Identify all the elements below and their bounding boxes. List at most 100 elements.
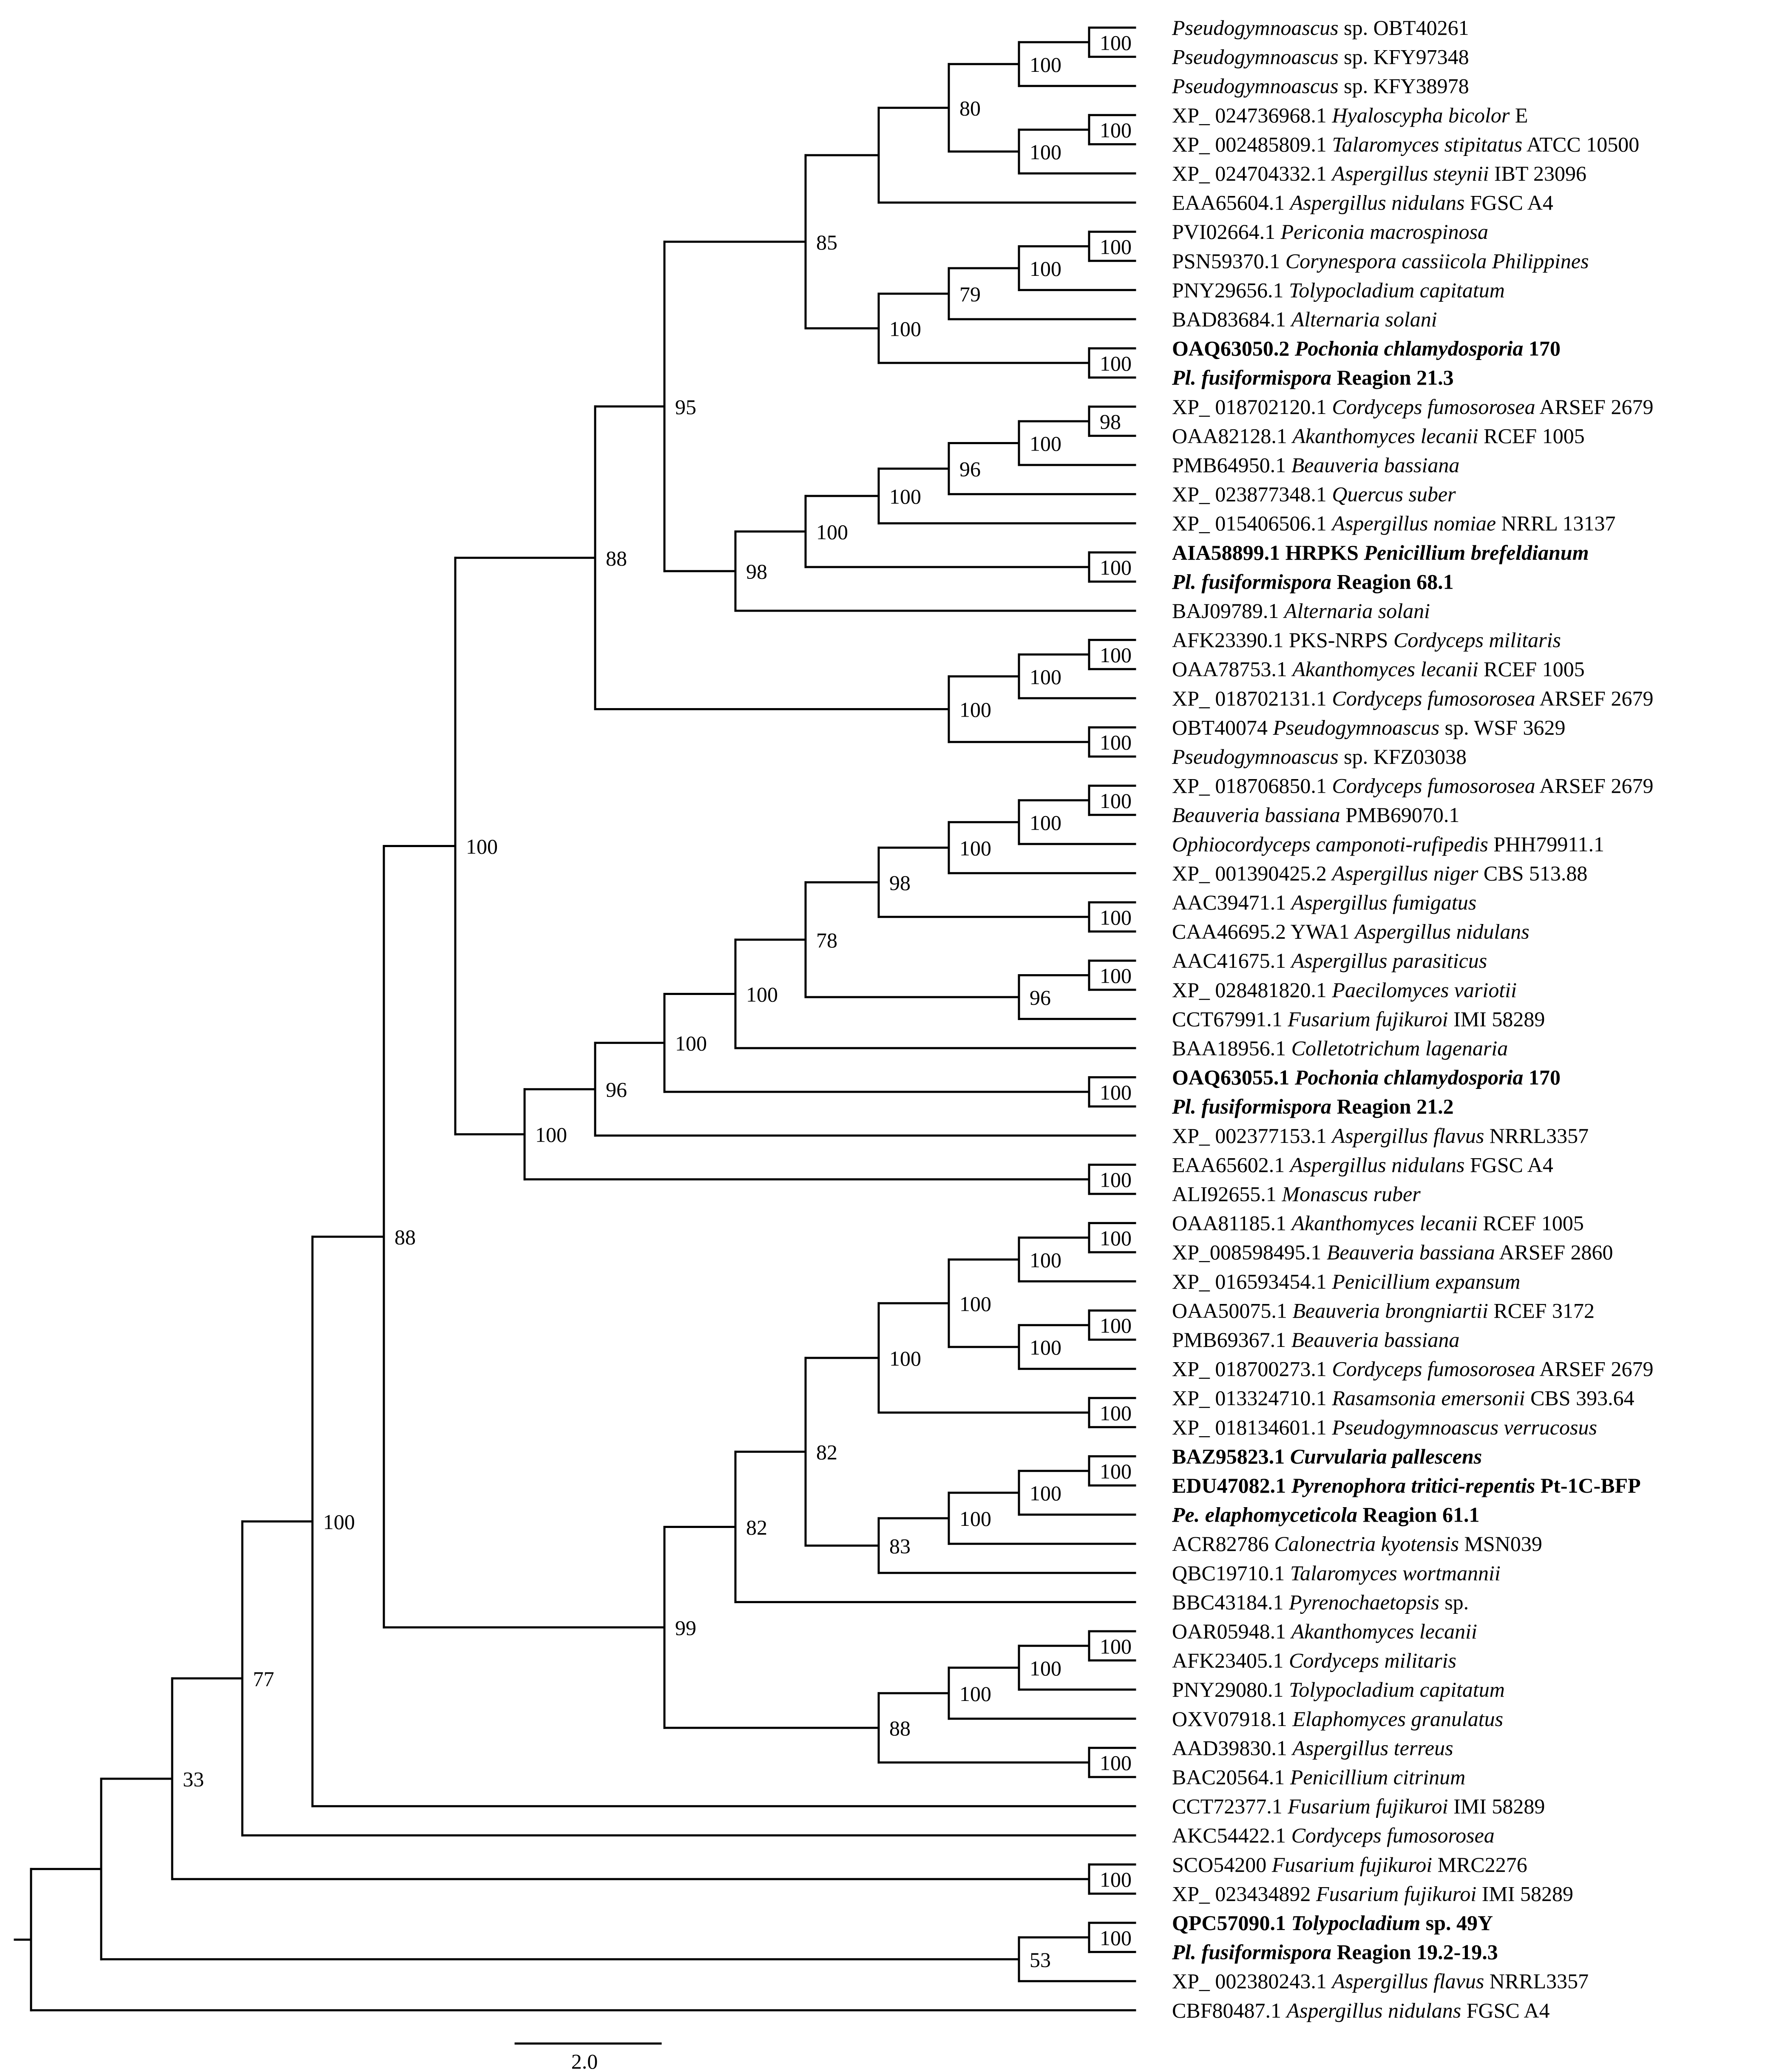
- support-value-n49: 100: [1030, 1481, 1061, 1505]
- taxon-label-part: E: [1510, 103, 1528, 127]
- taxon-label-part: Pl. fusiformispora: [1172, 1940, 1331, 1964]
- taxon-label-t53: ACR82786 Calonectria kyotensis MSN039: [1172, 1532, 1542, 1556]
- taxon-label-part: OAQ63055.1: [1172, 1066, 1295, 1089]
- taxon-label-part: OAA81185.1: [1172, 1211, 1291, 1235]
- taxon-label-part: PNY29656.1: [1172, 278, 1289, 302]
- taxon-label-part: Pseudogymnoascus: [1172, 16, 1339, 40]
- taxon-label-t8: PVI02664.1 Periconia macrospinosa: [1172, 220, 1488, 244]
- taxon-label-part: XP_ 002377153.1: [1172, 1124, 1332, 1148]
- taxon-label-part: Pseudogymnoascus: [1273, 715, 1440, 739]
- taxon-label-part: Aspergillus nidulans: [1354, 920, 1529, 944]
- taxon-label-part: XP_008598495.1: [1172, 1240, 1327, 1264]
- taxon-label-part: Pyrenophora tritici-repentis: [1291, 1474, 1535, 1497]
- support-value-n46: 100: [1100, 1401, 1132, 1425]
- taxon-label-t66: QPC57090.1 Tolypocladium sp. 49Y: [1172, 1911, 1493, 1935]
- support-value-n51: 83: [889, 1534, 911, 1558]
- support-value-n58: 88: [889, 1716, 911, 1740]
- support-value-n9: 79: [959, 282, 981, 306]
- support-value-n42: 100: [1030, 1248, 1061, 1272]
- taxon-label-part: RCEF 1005: [1478, 657, 1585, 681]
- taxon-label-part: CBS 393.64: [1525, 1386, 1634, 1410]
- taxon-label-t25: OBT40074 Pseudogymnoascus sp. WSF 3629: [1172, 715, 1565, 739]
- taxon-label-t34: XP_ 028481820.1 Paecilomyces variotii: [1172, 978, 1517, 1002]
- taxon-label-part: Reagion 21.2: [1331, 1094, 1454, 1118]
- taxon-label-t19: AIA58899.1 HRPKS Penicillium brefeldianu…: [1172, 541, 1589, 564]
- taxon-label-t26: Pseudogymnoascus sp. KFZ03038: [1172, 745, 1467, 768]
- support-value-n7: 100: [1100, 235, 1132, 259]
- taxon-label-part: Cordyceps fumosorosea: [1332, 686, 1535, 710]
- taxon-label-part: PHH79911.1: [1488, 832, 1604, 856]
- taxon-label-part: PVI02664.1: [1172, 220, 1281, 244]
- taxon-label-part: Akanthomyces lecanii: [1290, 1619, 1477, 1643]
- taxon-label-t54: QBC19710.1 Talaromyces wortmannii: [1172, 1561, 1501, 1585]
- taxon-label-part: CCT67991.1: [1172, 1007, 1288, 1031]
- support-value-n56: 100: [959, 1682, 991, 1706]
- support-value-n4: 100: [1030, 140, 1061, 164]
- taxon-label-part: Fusarium fujikuroi: [1287, 1794, 1448, 1818]
- taxon-label-t49: XP_ 018134601.1 Pseudogymnoascus verruco…: [1172, 1415, 1597, 1439]
- taxon-label-part: Penicillium citrinum: [1290, 1765, 1465, 1789]
- taxon-label-part: Rasamsonia emersonii: [1331, 1386, 1525, 1410]
- support-value-n22: 100: [1030, 665, 1061, 689]
- taxon-label-t60: AAD39830.1 Aspergillus terreus: [1172, 1736, 1453, 1760]
- taxon-label-t37: OAQ63055.1 Pochonia chlamydosporia 170: [1172, 1066, 1561, 1089]
- taxon-label-t17: XP_ 023877348.1 Quercus suber: [1172, 482, 1456, 506]
- taxon-label-t32: CAA46695.2 YWA1 Aspergillus nidulans: [1172, 920, 1529, 944]
- taxon-label-t62: CCT72377.1 Fusarium fujikuroi IMI 58289: [1172, 1794, 1545, 1818]
- tree-branches: [14, 26, 1136, 2012]
- taxon-label-part: Cordyceps militaris: [1289, 1649, 1456, 1672]
- taxon-label-t27: XP_ 018706850.1 Cordyceps fumosorosea AR…: [1172, 774, 1653, 798]
- taxon-labels: Pseudogymnoascus sp. OBT40261Pseudogymno…: [1172, 16, 1653, 2022]
- taxon-label-part: Pt-1C-BFP: [1535, 1474, 1641, 1497]
- taxon-label-part: SCO54200: [1172, 1853, 1272, 1876]
- taxon-label-part: Calonectria kyotensis: [1274, 1532, 1459, 1556]
- support-value-n48: 100: [1100, 1460, 1132, 1483]
- taxon-label-part: XP_ 024704332.1: [1172, 162, 1332, 185]
- taxon-label-part: Monascus ruber: [1281, 1182, 1421, 1206]
- support-value-n36: 100: [675, 1032, 707, 1055]
- support-value-n17: 100: [1100, 556, 1132, 579]
- support-value-n63: 100: [1100, 1868, 1132, 1891]
- taxon-label-part: Alternaria solani: [1290, 307, 1437, 331]
- taxon-label-part: XP_ 018702131.1: [1172, 686, 1332, 710]
- taxon-label-t39: XP_ 002377153.1 Aspergillus flavus NRRL3…: [1172, 1124, 1589, 1148]
- support-value-n21: 100: [1100, 643, 1132, 667]
- taxon-label-part: Akanthomyces lecanii: [1291, 424, 1478, 448]
- support-value-n15: 96: [959, 457, 981, 481]
- taxon-label-t67: Pl. fusiformispora Reagion 19.2-19.3: [1172, 1940, 1498, 1964]
- taxon-label-part: Reagion 21.3: [1331, 366, 1454, 389]
- taxon-label-t35: CCT67991.1 Fusarium fujikuroi IMI 58289: [1172, 1007, 1545, 1031]
- taxon-label-t31: AAC39471.1 Aspergillus fumigatus: [1172, 890, 1476, 914]
- support-value-n31: 100: [1100, 964, 1132, 988]
- taxon-label-t64: SCO54200 Fusarium fujikuroi MRC2276: [1172, 1853, 1527, 1876]
- taxon-label-part: PMB64950.1: [1172, 453, 1291, 477]
- support-value-n29: 100: [1100, 905, 1132, 929]
- taxon-label-part: Penicillium brefeldianum: [1363, 541, 1589, 564]
- taxon-label-part: BAZ95823.1: [1172, 1444, 1290, 1468]
- taxon-label-t18: XP_ 015406506.1 Aspergillus nomiae NRRL …: [1172, 511, 1616, 535]
- taxon-label-part: XP_ 023434892: [1172, 1882, 1316, 1905]
- taxon-label-part: OAA50075.1: [1172, 1298, 1292, 1322]
- taxon-label-part: Pl. fusiformispora: [1172, 570, 1331, 593]
- taxon-label-part: AFK23405.1: [1172, 1649, 1289, 1672]
- taxon-label-part: NRRL 13137: [1496, 511, 1616, 535]
- taxon-label-t10: PNY29656.1 Tolypocladium capitatum: [1172, 278, 1505, 302]
- taxon-label-part: Colletotrichum lagenaria: [1291, 1036, 1508, 1060]
- support-value-n54: 100: [1100, 1634, 1132, 1658]
- taxon-label-part: ATCC 10500: [1522, 132, 1639, 156]
- taxon-label-t44: XP_ 016593454.1 Penicillium expansum: [1172, 1270, 1520, 1293]
- support-values: 100 100 100 100 80 100 100 79 100 100 85 98 100 96 100…: [183, 31, 1132, 1971]
- support-value-n20: 95: [675, 395, 696, 419]
- taxon-label-t20: Pl. fusiformispora Reagion 68.1: [1172, 570, 1454, 593]
- taxon-label-part: Pl. fusiformispora: [1172, 1094, 1331, 1118]
- taxon-label-t21: BAJ09789.1 Alternaria solani: [1172, 599, 1430, 623]
- taxon-label-t22: AFK23390.1 PKS-NRPS Cordyceps militaris: [1172, 628, 1561, 652]
- taxon-label-part: Cordyceps fumosorosea: [1332, 774, 1535, 798]
- taxon-label-t41: ALI92655.1 Monascus ruber: [1172, 1182, 1421, 1206]
- taxon-label-part: sp.: [1439, 1590, 1469, 1614]
- taxon-label-t50: BAZ95823.1 Curvularia pallescens: [1172, 1444, 1482, 1468]
- taxon-label-part: Fusarium fujikuroi: [1316, 1882, 1476, 1905]
- taxon-label-part: OXV07918.1: [1172, 1707, 1292, 1731]
- taxon-label-part: Periconia macrospinosa: [1280, 220, 1488, 244]
- taxon-label-part: Reagion 61.1: [1357, 1503, 1480, 1527]
